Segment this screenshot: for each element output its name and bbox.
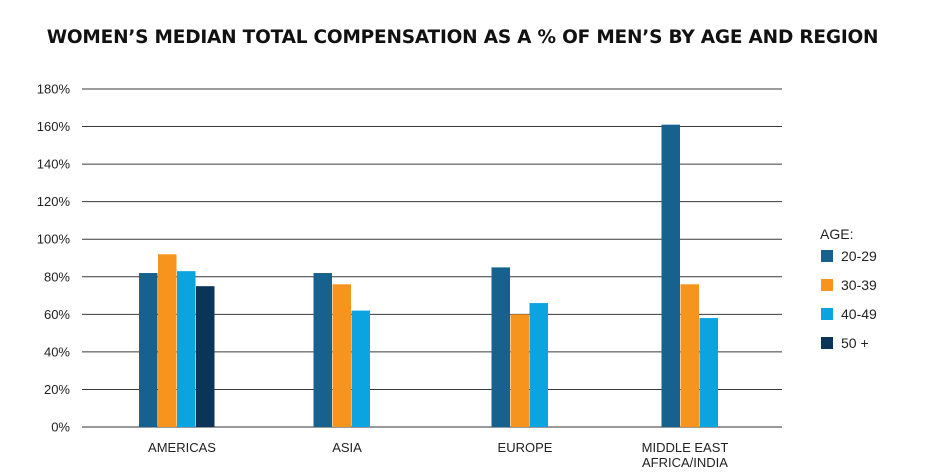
bar-4049-americas [177,271,196,427]
y-tick-label: 100% [37,232,71,247]
x-category-label: AMERICAS [148,440,216,455]
y-tick-label: 140% [37,157,71,172]
legend-title: AGE: [820,226,853,242]
legend-label: 30-39 [841,277,877,293]
legend-swatch [821,337,833,349]
bar-4049-middle-east [699,318,718,427]
bar-3039-europe [510,314,529,427]
y-tick-label: 180% [37,82,71,97]
bar-3039-middle-east [680,284,699,427]
legend-swatch [821,308,833,320]
legend-swatch [821,279,833,291]
y-tick-label: 0% [51,420,70,435]
legend-label: 20-29 [841,248,877,264]
legend-swatch [821,250,833,262]
bar-3039-asia [332,284,351,427]
bar-2029-asia [313,273,332,427]
y-tick-label: 60% [44,307,70,322]
bar-50-americas [196,286,215,427]
y-tick-label: 160% [37,119,71,134]
bar-2029-middle-east [661,124,680,427]
bar-2029-americas [139,273,158,427]
y-tick-label: 120% [37,194,71,209]
y-tick-label: 40% [44,344,70,359]
chart-title: WOMEN’S MEDIAN TOTAL COMPENSATION AS A %… [46,27,879,48]
x-category-label: MIDDLE EAST [642,440,729,455]
x-category-label: EUROPE [498,440,553,455]
y-tick-label: 80% [44,269,70,284]
x-category-label: ASIA [332,440,362,455]
bar-4049-asia [351,310,370,427]
y-tick-label: 20% [44,382,70,397]
legend-label: 40-49 [841,306,877,322]
bar-3039-americas [158,254,177,427]
bar-4049-europe [529,303,548,427]
bar-2029-europe [491,267,510,427]
legend-label: 50 + [841,335,869,351]
x-category-label: AFRICA/INDIA [642,455,728,470]
